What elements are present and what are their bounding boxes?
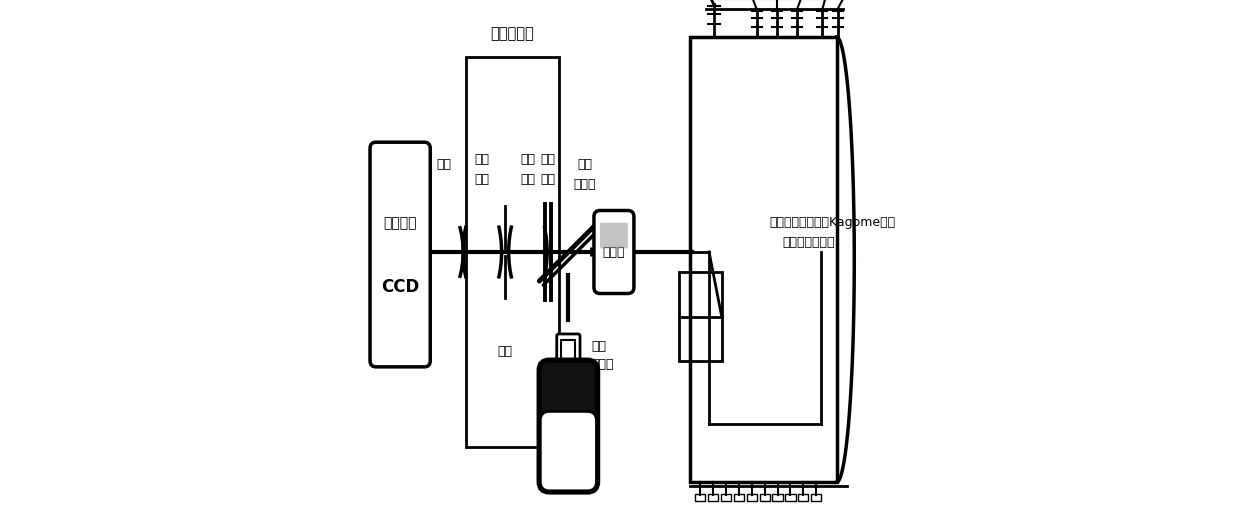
Text: 聚焦: 聚焦 xyxy=(475,153,490,166)
Bar xyxy=(708,494,718,501)
FancyBboxPatch shape xyxy=(557,334,580,368)
Bar xyxy=(785,494,796,501)
Text: 耦合器: 耦合器 xyxy=(603,246,625,259)
Text: 空间滤波器: 空间滤波器 xyxy=(491,26,534,41)
Bar xyxy=(760,494,770,501)
FancyBboxPatch shape xyxy=(370,143,430,367)
Bar xyxy=(811,494,821,501)
Text: 器: 器 xyxy=(564,439,573,454)
Text: 激光: 激光 xyxy=(591,339,606,352)
Text: 扩束器: 扩束器 xyxy=(591,357,614,370)
Text: 滤镜: 滤镜 xyxy=(541,173,556,186)
Bar xyxy=(720,494,730,501)
Text: 分色镜: 分色镜 xyxy=(573,178,596,191)
Bar xyxy=(466,58,559,447)
Text: 光谱仪与: 光谱仪与 xyxy=(383,216,417,230)
FancyBboxPatch shape xyxy=(541,412,596,491)
FancyBboxPatch shape xyxy=(541,362,596,452)
Bar xyxy=(689,38,837,482)
Text: 型光子晶体光纤: 型光子晶体光纤 xyxy=(782,236,835,249)
Bar xyxy=(773,494,782,501)
Text: 光: 光 xyxy=(564,414,573,429)
Bar xyxy=(694,494,706,501)
Text: 针孔: 针孔 xyxy=(497,344,512,358)
FancyBboxPatch shape xyxy=(594,211,634,294)
Text: 高通: 高通 xyxy=(541,153,556,166)
Text: 透镜: 透镜 xyxy=(521,173,536,186)
Bar xyxy=(799,494,808,501)
Text: 透镜: 透镜 xyxy=(436,158,451,171)
FancyBboxPatch shape xyxy=(600,223,627,249)
Bar xyxy=(562,340,575,362)
Text: 准直: 准直 xyxy=(521,153,536,166)
Bar xyxy=(678,273,722,361)
Text: 透镜: 透镜 xyxy=(475,173,490,186)
Bar xyxy=(734,494,744,501)
Text: 二向: 二向 xyxy=(577,158,591,171)
Bar xyxy=(746,494,756,501)
Text: 纳米级孔洞修饰的Kagome带隙: 纳米级孔洞修饰的Kagome带隙 xyxy=(769,216,895,229)
Text: CCD: CCD xyxy=(381,278,419,296)
